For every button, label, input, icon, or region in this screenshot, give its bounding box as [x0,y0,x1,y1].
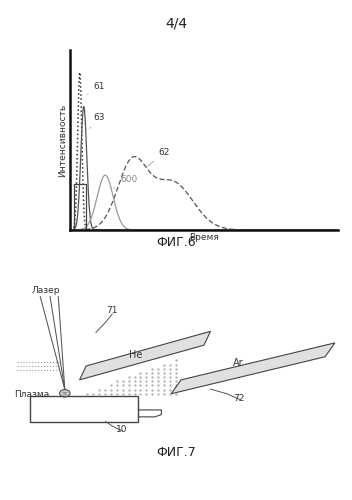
Text: 62: 62 [147,148,170,167]
Text: 600: 600 [113,175,137,189]
Text: 4/4: 4/4 [165,16,187,30]
X-axis label: Время: Время [189,233,219,242]
Text: He: He [129,350,142,360]
Polygon shape [171,343,335,394]
Text: 61: 61 [87,82,105,94]
Text: 71: 71 [106,306,117,315]
Text: 63: 63 [90,114,105,128]
Y-axis label: Интенсивность: Интенсивность [59,104,68,176]
Text: 10: 10 [115,425,127,434]
Text: ФИГ.6: ФИГ.6 [156,236,196,249]
Text: 72: 72 [233,394,245,402]
Text: ФИГ.7: ФИГ.7 [156,446,196,459]
Text: Лазер: Лазер [32,286,61,295]
Text: Плазма: Плазма [14,390,49,399]
Polygon shape [80,332,210,380]
Text: Ar: Ar [233,358,244,368]
